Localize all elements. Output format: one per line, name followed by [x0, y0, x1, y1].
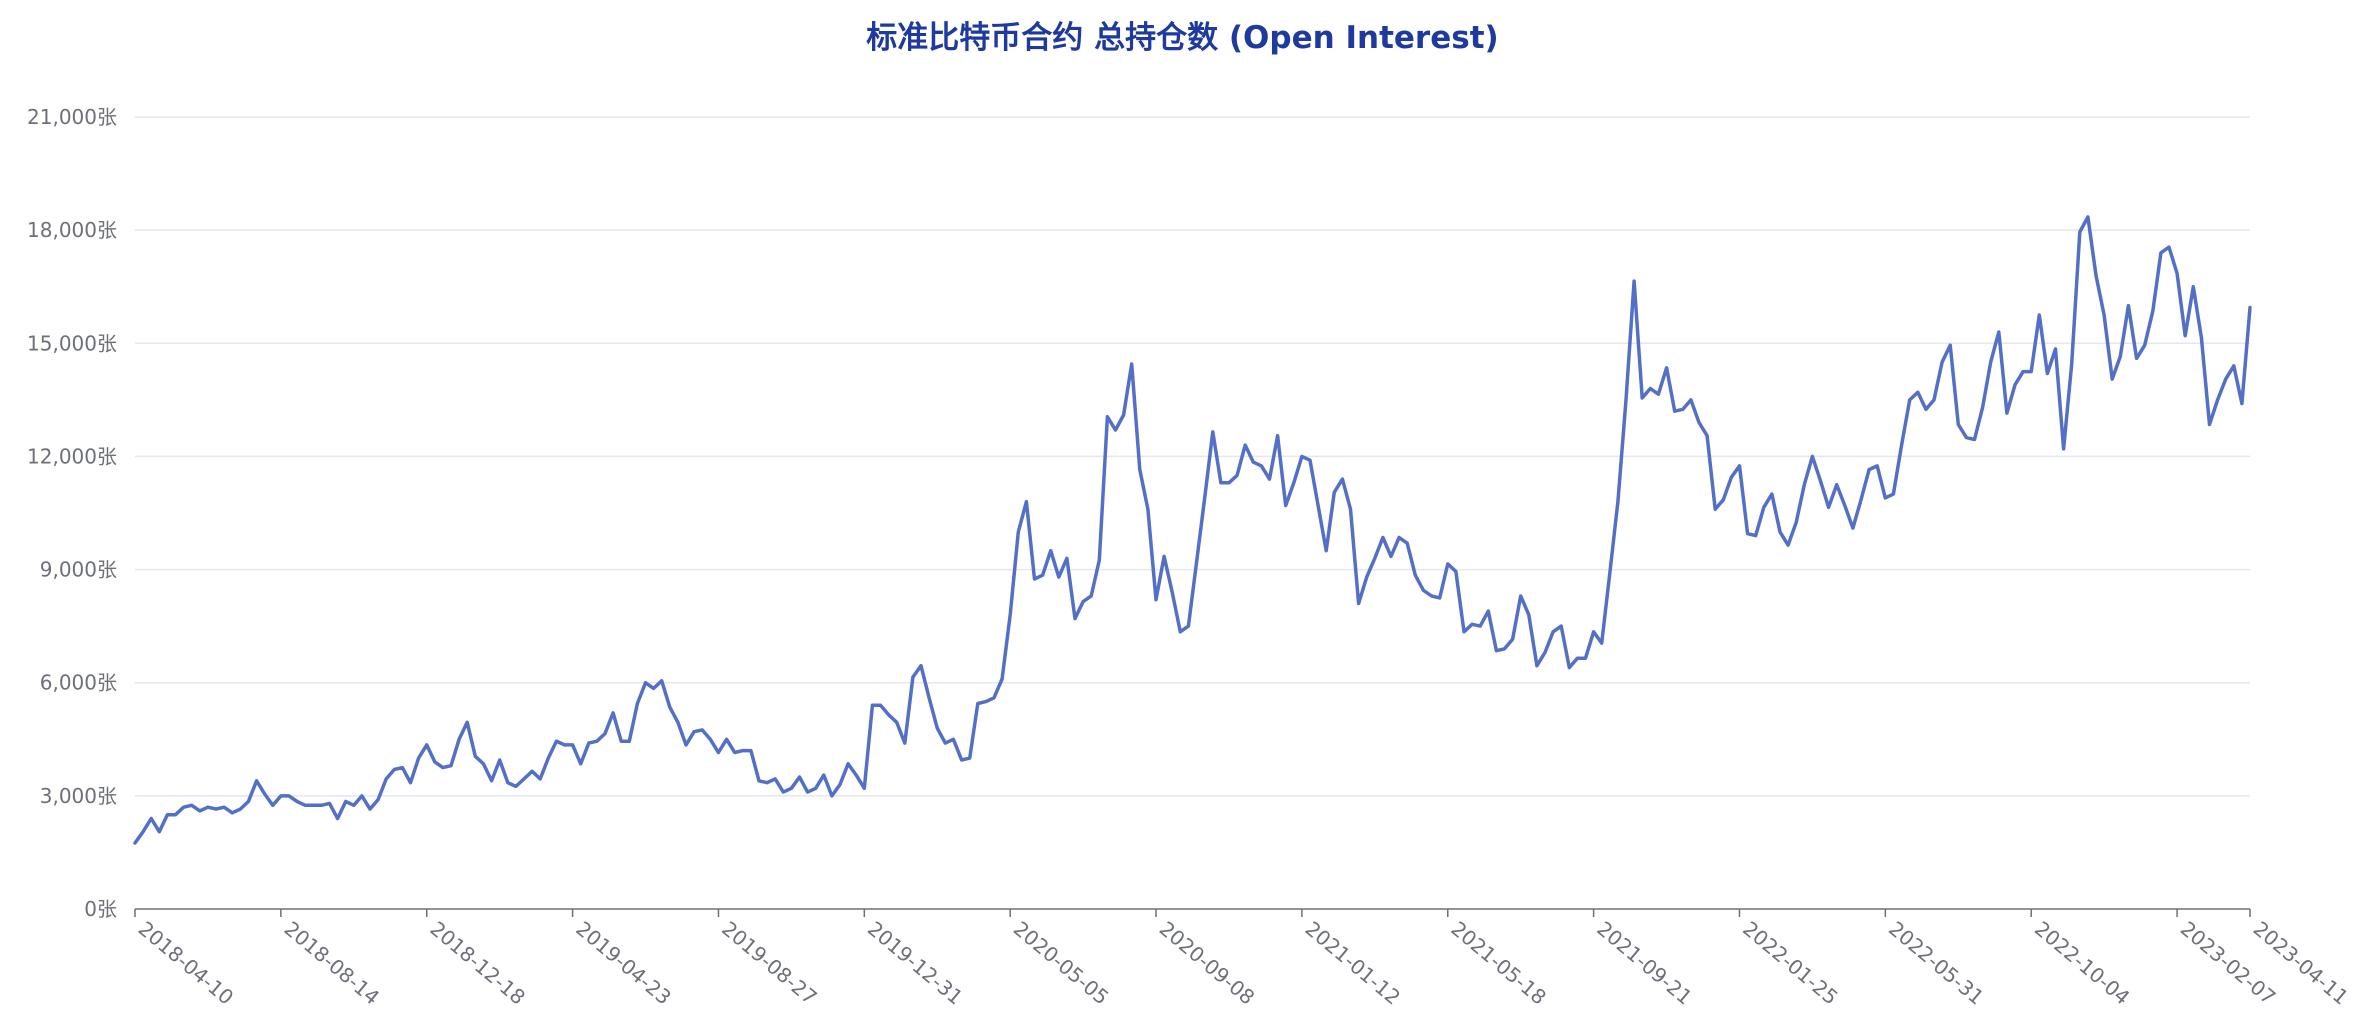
y-tick-label: 12,000张 [27, 444, 117, 468]
y-tick-label: 0张 [84, 897, 117, 921]
x-tick-label: 2021-05-18 [1447, 916, 1551, 1009]
x-tick-label: 2018-12-18 [426, 916, 530, 1009]
x-tick-label: 2019-08-27 [717, 916, 821, 1009]
x-tick-label: 2021-01-12 [1301, 916, 1405, 1009]
x-axis: 2018-04-10 2018-08-14 2018-12-18 2019-04-23… [134, 908, 2353, 1010]
y-tick-label: 9,000张 [40, 558, 117, 582]
chart-title: 标准比特币合约 总持仓数 (Open Interest) [866, 20, 1499, 56]
x-tick-label: 2022-05-31 [1884, 916, 1988, 1009]
y-tick-label: 3,000张 [40, 784, 117, 808]
series-layer [133, 215, 2252, 845]
x-tick-label: 2020-09-08 [1155, 916, 1259, 1009]
x-tick-label: 2019-12-31 [863, 916, 967, 1009]
y-tick-label: 18,000张 [27, 218, 117, 242]
x-tick-label: 2018-08-14 [280, 916, 384, 1009]
y-tick-label: 15,000张 [27, 331, 117, 355]
x-tick-label: 2019-04-23 [571, 916, 675, 1009]
y-tick-label: 21,000张 [27, 105, 117, 129]
x-tick-label: 2022-10-04 [2030, 916, 2134, 1009]
x-tick-label: 2021-09-21 [1592, 916, 1696, 1009]
y-tick-label: 6,000张 [40, 671, 117, 695]
y-axis: 0张 3,000张 6,000张 9,000张 12,000张 15,000张 18,000… [27, 105, 117, 921]
series-line [133, 215, 2252, 845]
grid-layer [135, 116, 2250, 797]
x-tick-label: 2022-01-25 [1738, 916, 1842, 1009]
x-tick-label: 2020-05-05 [1009, 916, 1113, 1009]
x-tick-label: 2018-04-10 [134, 916, 238, 1009]
